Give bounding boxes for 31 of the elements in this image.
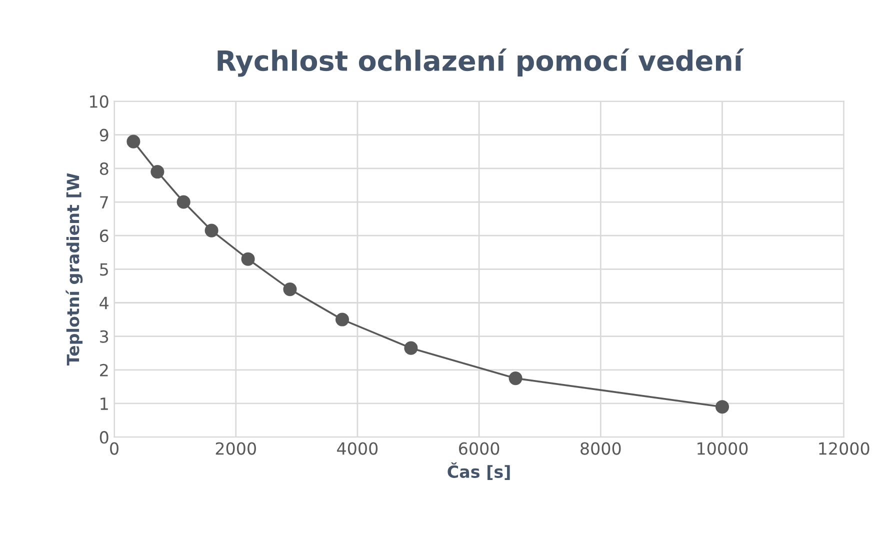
point (126, 134, 140, 148)
y-tick-label: 8 (100, 162, 108, 175)
chart-title: Rychlost ochlazení pomocí vedení (218, 48, 744, 77)
y-tick-label: 10 (90, 95, 108, 108)
y-tick-label: 1 (100, 398, 108, 410)
y-tick-label: 5 (100, 263, 108, 276)
x-tick-label: 12000 (819, 442, 870, 455)
y-tick-label: 7 (100, 196, 108, 208)
y-tick-label: 0 (100, 431, 108, 444)
y-axis-title: Teplotní gradient [W (66, 173, 83, 366)
point (508, 372, 522, 386)
y-tick-label: 3 (100, 330, 108, 343)
point (335, 312, 350, 326)
y-tick-label: 2 (100, 364, 108, 376)
point (204, 224, 218, 238)
point (150, 165, 164, 179)
point (283, 282, 297, 296)
x-tick-label: 0 (110, 442, 118, 455)
y-tick-label: 4 (100, 296, 108, 310)
y-tick-label: 6 (100, 230, 108, 242)
point (176, 195, 190, 209)
x-axis-title: Čas [s] (448, 462, 510, 480)
x-tick-label: 2000 (216, 442, 256, 455)
point (715, 400, 730, 414)
x-tick-label: 4000 (337, 442, 378, 455)
point (404, 341, 418, 355)
x-tick-label: 6000 (459, 442, 500, 455)
point (241, 252, 255, 266)
y-tick-label: 9 (100, 128, 108, 142)
x-tick-label: 10000 (698, 442, 748, 455)
x-tick-label: 8000 (580, 442, 621, 455)
